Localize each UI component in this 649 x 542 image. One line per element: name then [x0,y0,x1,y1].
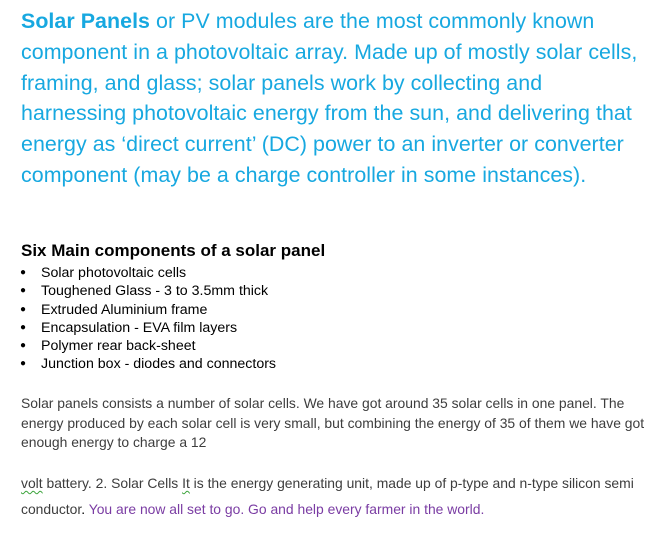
components-list: ● Solar photovoltaic cells ● Toughened Gla… [0,264,276,374]
list-item: ● Solar photovoltaic cells [0,264,276,282]
closing-period: . [81,501,86,517]
intro-lead-term: Solar Panels [21,9,151,33]
spellcheck-flagged-word[interactable]: volt [21,475,43,491]
summary-paragraph: Solar panels consists a number of solar … [21,395,645,451]
list-item-text: Toughened Glass - 3 to 3.5mm thick [41,283,269,300]
bullet-icon: ● [20,267,27,278]
list-item: ● Toughened Glass - 3 to 3.5mm thick [0,282,276,300]
list-item-text: Solar photovoltaic cells [41,265,187,281]
spellcheck-flagged-word[interactable]: It [182,475,190,491]
list-item: ● Extruded Aluminium frame [0,301,276,319]
list-item-text: Extruded Aluminium frame [41,301,208,318]
list-item-text: Polymer rear back-sheet [41,338,196,355]
closing-text-part2: is the energy generating unit, made up o… [21,475,634,517]
intro-body-text: or PV modules are the most commonly know… [21,9,638,187]
intro-paragraph: Solar Panels or PV modules are the most … [21,6,646,191]
list-item-text: Encapsulation - EVA film layers [41,319,238,336]
closing-paragraph: volt battery. 2. Solar Cells It is the e… [21,470,646,522]
list-item: ● Polymer rear back-sheet [0,337,276,355]
list-item-text: Junction box - diodes and connectors [41,356,277,373]
closing-text-part1: battery. 2. Solar Cells [42,475,183,491]
bullet-icon: ● [20,303,27,315]
components-heading: Six Main components of a solar panel [21,241,326,260]
bullet-icon: ● [20,358,27,370]
call-to-action-text: You are now all set to go. Go and help e… [85,501,485,517]
list-item: ● Junction box - diodes and connectors [0,355,276,373]
list-item: ● Encapsulation - EVA film layers [0,319,276,337]
bullet-icon: ● [20,340,27,352]
bullet-icon: ● [20,321,27,333]
bullet-icon: ● [20,285,27,297]
